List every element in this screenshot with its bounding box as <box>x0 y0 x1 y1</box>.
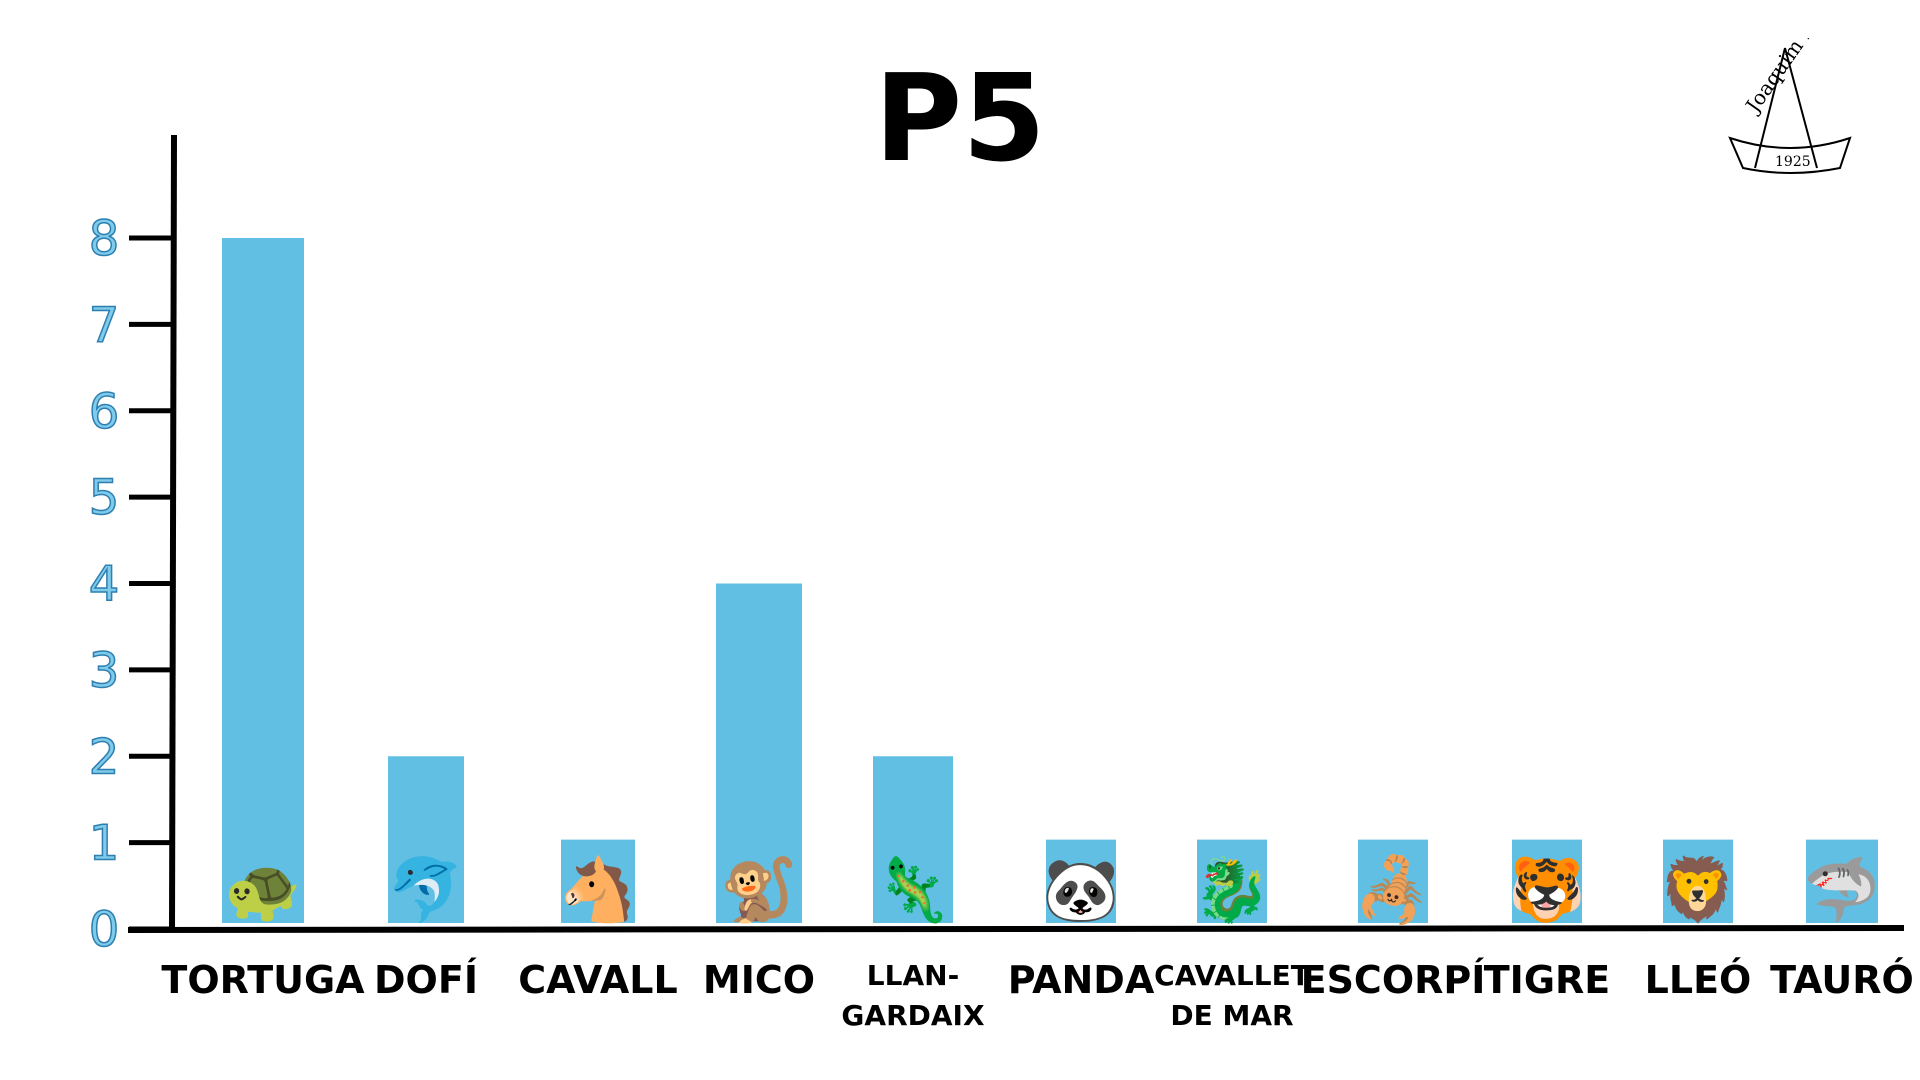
chart-title: P5 <box>874 50 1046 189</box>
bar <box>1512 839 1582 923</box>
x-tick-label: ESCORPÍ <box>1301 958 1486 1002</box>
x-tick-label: CAVALLET DE MAR <box>1154 959 1310 1032</box>
monkey-icon: 🐒 <box>720 853 797 926</box>
y-axis <box>169 134 177 932</box>
bar <box>1046 839 1116 923</box>
x-tick-label: LLAN-GARDAIX <box>841 959 985 1032</box>
lion-icon: 🦁 <box>1659 853 1736 926</box>
x-axis <box>127 925 1905 933</box>
turtle-icon: 🐢 <box>224 853 301 926</box>
y-tick-label: 5 <box>89 470 120 526</box>
y-tick-label: 7 <box>89 297 120 353</box>
tiger-icon: 🐯 <box>1508 852 1585 926</box>
bar <box>716 583 802 923</box>
shark-icon: 🦈 <box>1803 853 1880 926</box>
x-tick-label: TORTUGA <box>161 958 365 1002</box>
bar <box>561 839 635 923</box>
school-logo: Joaquim Ruyra 1925 <box>1728 38 1852 174</box>
y-tick-label: 6 <box>89 384 120 440</box>
x-tick-label: MICO <box>703 958 815 1002</box>
x-tick-label: PANDA <box>1008 958 1155 1002</box>
x-tick-label: LLEÓ <box>1645 958 1752 1002</box>
logo-year: 1925 <box>1775 154 1811 170</box>
horse-icon: 🐴 <box>559 853 636 926</box>
seahorse-icon: 🐉 <box>1193 853 1270 926</box>
y-tick-label: 8 <box>89 211 120 267</box>
lizard-icon: 🦎 <box>874 853 951 926</box>
x-tick-label: CAVALL <box>518 958 677 1002</box>
bar <box>222 238 304 923</box>
x-tick-label: DOFÍ <box>374 958 478 1002</box>
bar <box>1806 839 1878 923</box>
dolphin-icon: 🐬 <box>387 852 464 926</box>
bar <box>1663 839 1733 923</box>
y-tick-label: 2 <box>89 729 120 785</box>
y-tick-label: 3 <box>89 643 120 699</box>
x-tick-label: TIGRE <box>1484 958 1610 1002</box>
x-tick-label: TAURÓ <box>1770 958 1914 1002</box>
bar <box>388 756 464 923</box>
y-tick-label: 1 <box>89 816 120 872</box>
scorpion-icon: 🦂 <box>1354 852 1431 927</box>
y-tick-label: 4 <box>89 557 120 613</box>
panda-icon: 🐼 <box>1042 853 1120 926</box>
y-tick-label: 0 <box>89 902 120 958</box>
bar <box>1197 839 1267 923</box>
bar <box>1358 839 1428 923</box>
bar <box>873 756 953 923</box>
